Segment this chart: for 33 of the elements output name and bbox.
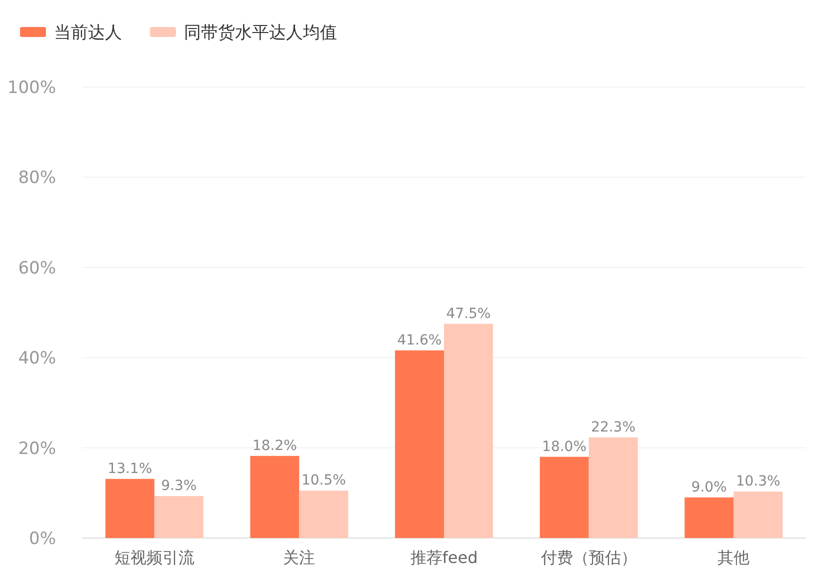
- x-tick-label: 推荐feed: [410, 548, 478, 567]
- data-label: 18.0%: [542, 438, 587, 455]
- y-tick-label: 0%: [29, 529, 56, 549]
- data-label: 22.3%: [591, 419, 636, 436]
- y-tick-label: 20%: [18, 438, 56, 459]
- y-tick-label: 100%: [7, 78, 56, 98]
- data-label: 9.3%: [161, 478, 197, 494]
- data-label: 47.5%: [446, 306, 491, 322]
- data-label: 13.1%: [108, 460, 152, 477]
- legend-label: 当前达人: [54, 23, 122, 43]
- bar: [299, 490, 348, 538]
- y-tick-label: 60%: [18, 258, 56, 278]
- data-label: 9.0%: [691, 479, 727, 496]
- x-tick-label: 付费（预估）: [540, 548, 637, 567]
- legend-label: 同带货水平达人均值: [184, 23, 337, 43]
- bar: [154, 496, 204, 538]
- data-label: 10.3%: [736, 474, 780, 490]
- y-tick-label: 40%: [18, 348, 56, 369]
- bar: [588, 437, 638, 538]
- data-label: 41.6%: [397, 332, 442, 348]
- x-tick-label: 其他: [718, 548, 750, 567]
- y-tick-label: 80%: [18, 168, 56, 188]
- data-label: 18.2%: [252, 438, 297, 454]
- bar: [395, 350, 444, 538]
- x-tick-label: 短视频引流: [114, 548, 194, 567]
- data-label: 10.5%: [301, 472, 346, 489]
- bar: [734, 492, 783, 538]
- bar: [105, 478, 154, 538]
- bar: [444, 324, 493, 538]
- bar: [684, 497, 734, 538]
- x-tick-label: 关注: [283, 548, 316, 567]
- bar: [540, 456, 589, 538]
- bar: [250, 456, 300, 538]
